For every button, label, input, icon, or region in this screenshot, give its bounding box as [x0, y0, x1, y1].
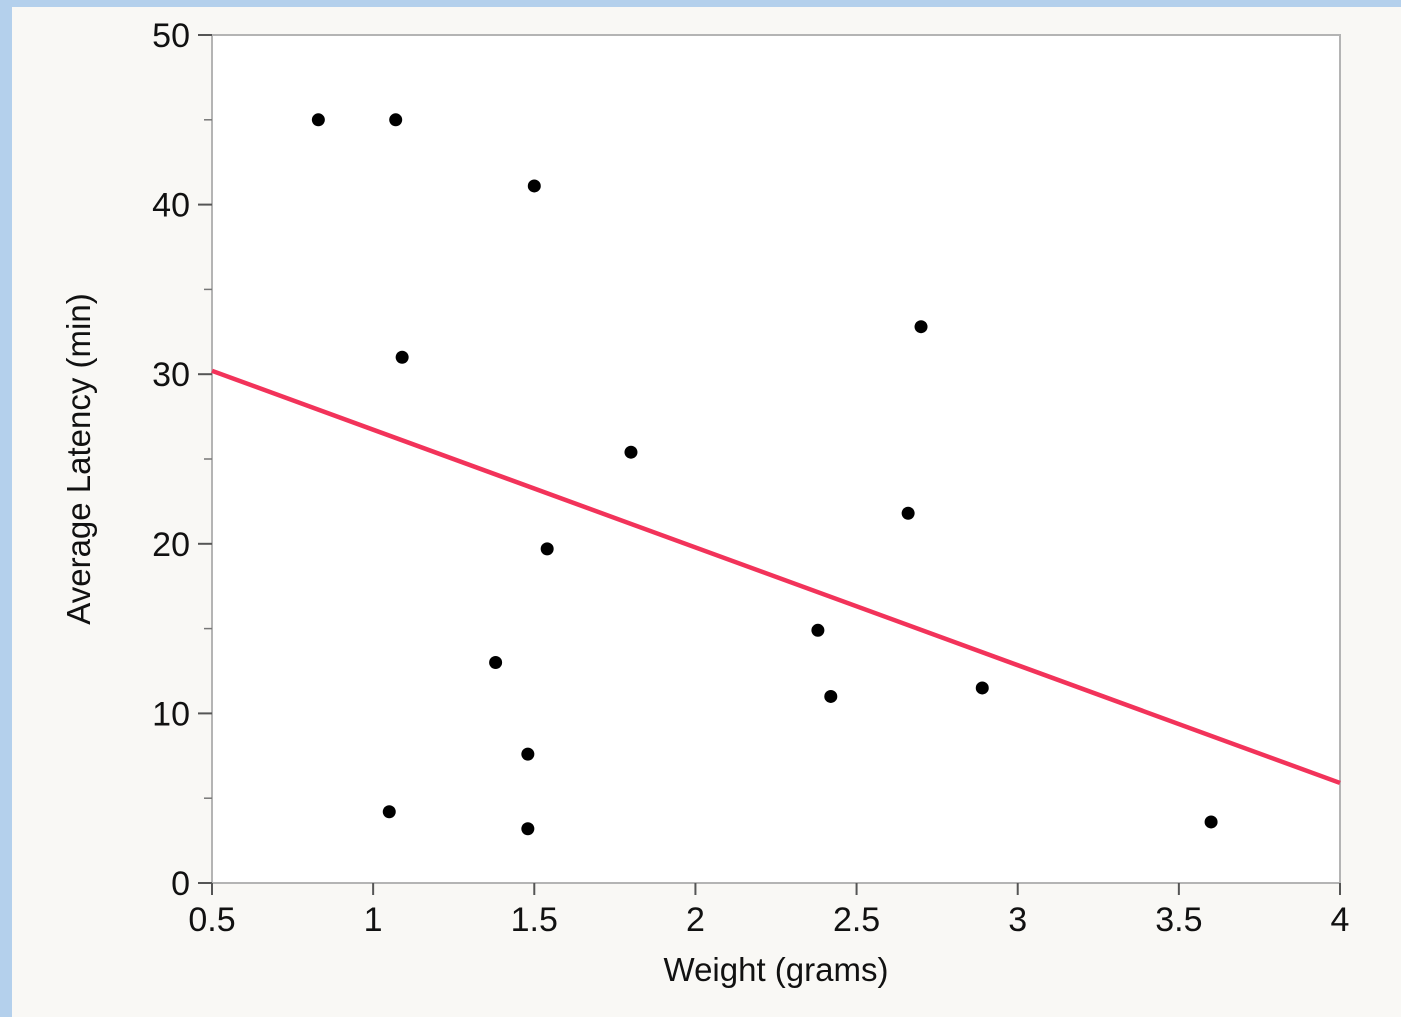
x-tick-label: 2.5: [833, 901, 880, 939]
data-point: [811, 623, 825, 637]
scatter-plot: 0 10 20 30 40 50 0.5 1 1.5 2 2.5 3 3.5 4 Weight (gra…: [60, 17, 1349, 988]
x-tick-label: 4: [1331, 901, 1350, 939]
y-tick-label: 20: [152, 526, 190, 564]
data-point: [311, 113, 325, 127]
x-tick-label: 2: [686, 901, 705, 939]
data-point: [1204, 815, 1218, 829]
data-point: [382, 805, 396, 819]
plot-area: [211, 34, 1341, 884]
data-point: [389, 113, 403, 127]
data-point: [901, 506, 915, 520]
y-axis-title: Average Latency (min): [60, 293, 97, 624]
x-tick-label: 3: [1008, 901, 1027, 939]
y-tick-label: 50: [152, 17, 190, 55]
y-tick-label: 40: [152, 187, 190, 225]
data-point: [395, 350, 409, 364]
y-axis: 0 10 20 30 40 50: [152, 17, 212, 903]
y-tick-label: 0: [171, 865, 190, 903]
x-tick-label: 0.5: [188, 901, 235, 939]
data-point: [527, 179, 541, 193]
y-tick-label: 30: [152, 356, 190, 394]
y-tick-label: 10: [152, 695, 190, 733]
data-points: [311, 113, 1218, 836]
data-point: [824, 689, 838, 703]
x-axis: 0.5 1 1.5 2 2.5 3 3.5 4: [188, 883, 1349, 939]
data-point: [489, 656, 503, 670]
x-tick-label: 1.5: [511, 901, 558, 939]
regression-line: [211, 368, 1341, 786]
data-point: [521, 747, 535, 761]
data-point: [914, 320, 928, 334]
x-axis-title: Weight (grams): [664, 951, 889, 988]
data-point: [540, 542, 554, 556]
x-tick-label: 3.5: [1155, 901, 1202, 939]
data-point: [975, 681, 989, 695]
x-tick-label: 1: [364, 901, 383, 939]
chart-frame: 0 10 20 30 40 50 0.5 1 1.5 2 2.5 3 3.5 4 Weight (gra…: [12, 7, 1401, 1017]
data-point: [624, 445, 638, 459]
data-point: [521, 822, 535, 836]
